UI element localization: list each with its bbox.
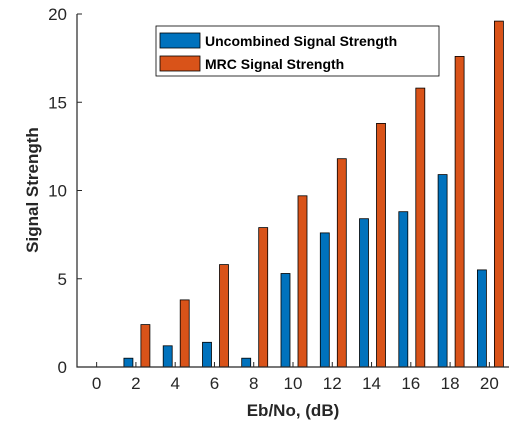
- bar-mrc-10: [297, 195, 308, 368]
- legend-swatch-mrc: [159, 55, 201, 72]
- bar-uncombined-18: [437, 174, 448, 368]
- x-tick-label-8: 8: [249, 374, 258, 393]
- bar-uncombined-12: [319, 232, 330, 368]
- bar-mrc-18: [454, 56, 465, 368]
- bar-uncombined-16: [398, 211, 409, 368]
- bar-mrc-14: [376, 123, 386, 368]
- legend-label-mrc: MRC Signal Strength: [205, 56, 344, 72]
- x-tick-label-0: 0: [92, 374, 101, 393]
- legend-label-uncombined: Uncombined Signal Strength: [205, 33, 397, 49]
- bar-uncombined-2: [123, 357, 134, 368]
- bar-mrc-20: [493, 20, 504, 368]
- x-axis-ticks: 0 2 4 6 8 10 12 14 16 18 20: [92, 362, 499, 393]
- x-tick-label-10: 10: [284, 374, 303, 393]
- y-axis-label: Signal Strength: [23, 127, 42, 253]
- x-tick-label-16: 16: [401, 374, 420, 393]
- bar-mrc-2: [140, 324, 151, 368]
- bar-mrc-6: [219, 264, 229, 368]
- x-axis-label: Eb/No, (dB): [247, 401, 340, 420]
- y-tick-label-10: 10: [48, 182, 67, 201]
- y-axis-ticks: 0 5 10 15 20: [48, 5, 82, 377]
- x-tick-label-18: 18: [441, 374, 460, 393]
- x-tick-label-4: 4: [170, 374, 179, 393]
- y-tick-label-0: 0: [58, 358, 67, 377]
- legend-box: [155, 25, 440, 77]
- y-tick-label-15: 15: [48, 93, 67, 112]
- y-tick-label-5: 5: [58, 270, 67, 289]
- legend: Uncombined Signal Strength MRC Signal St…: [155, 25, 440, 77]
- legend-swatch-uncombined: [159, 32, 201, 49]
- x-tick-label-20: 20: [480, 374, 499, 393]
- bars-layer: [123, 20, 504, 368]
- bar-mrc-8: [258, 227, 269, 368]
- bar-uncombined-20: [476, 269, 487, 368]
- bar-uncombined-6: [202, 341, 212, 368]
- bar-mrc-4: [179, 299, 190, 368]
- y-tick-label-20: 20: [48, 5, 67, 24]
- bar-mrc-16: [415, 87, 426, 368]
- bar-uncombined-4: [162, 345, 173, 368]
- x-tick-label-14: 14: [362, 374, 381, 393]
- x-tick-label-6: 6: [210, 374, 219, 393]
- x-tick-label-12: 12: [323, 374, 342, 393]
- bar-uncombined-10: [280, 273, 291, 368]
- bar-mrc-12: [336, 158, 347, 368]
- x-tick-label-2: 2: [131, 374, 140, 393]
- bar-uncombined-8: [241, 357, 252, 368]
- bar-uncombined-14: [359, 218, 369, 368]
